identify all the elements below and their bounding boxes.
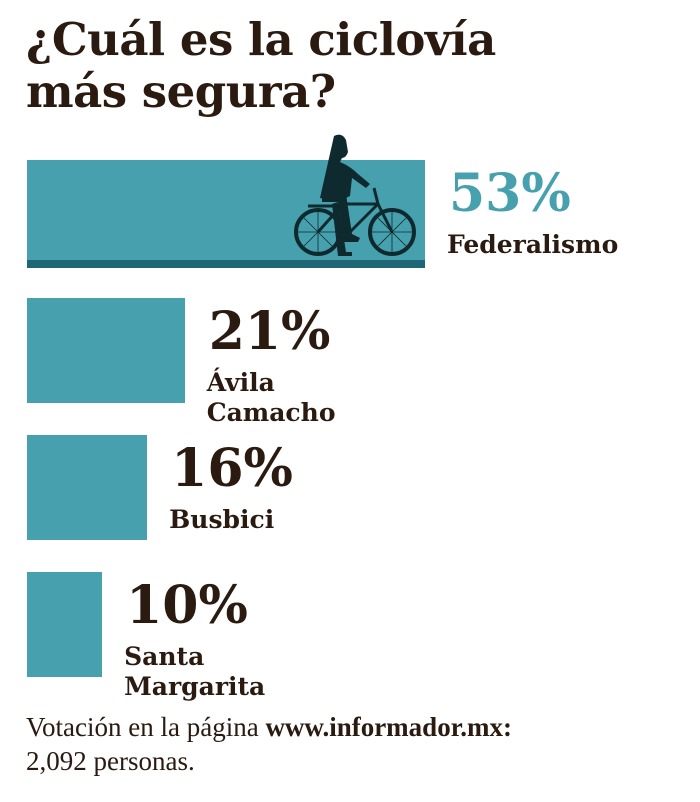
- chart-title: ¿Cuál es la ciclovía más segura?: [26, 14, 626, 118]
- footer-text: Votación en la página: [26, 712, 266, 742]
- bar-3: [27, 572, 103, 677]
- value-label: 21%: [208, 301, 331, 362]
- category-label: Ávila Camacho: [206, 368, 336, 427]
- bar-2: [27, 435, 148, 540]
- category-label: Santa Margarita: [124, 642, 266, 701]
- category-label: Federalismo: [447, 230, 619, 259]
- footer-count: 2,092 personas.: [26, 746, 195, 776]
- bar-strip: [27, 260, 425, 268]
- category-label: Busbici: [169, 505, 275, 534]
- title-line-1: ¿Cuál es la ciclovía: [26, 13, 496, 66]
- value-label: 10%: [126, 575, 248, 636]
- bar-1: [27, 298, 185, 403]
- footer-note: Votación en la página www.informador.mx:…: [26, 710, 686, 778]
- value-label: 53%: [449, 163, 571, 224]
- title-line-2: más segura?: [26, 65, 336, 118]
- footer-site-link[interactable]: www.informador.mx:: [265, 712, 512, 742]
- value-label: 16%: [171, 438, 293, 499]
- cyclist-icon: [294, 134, 416, 256]
